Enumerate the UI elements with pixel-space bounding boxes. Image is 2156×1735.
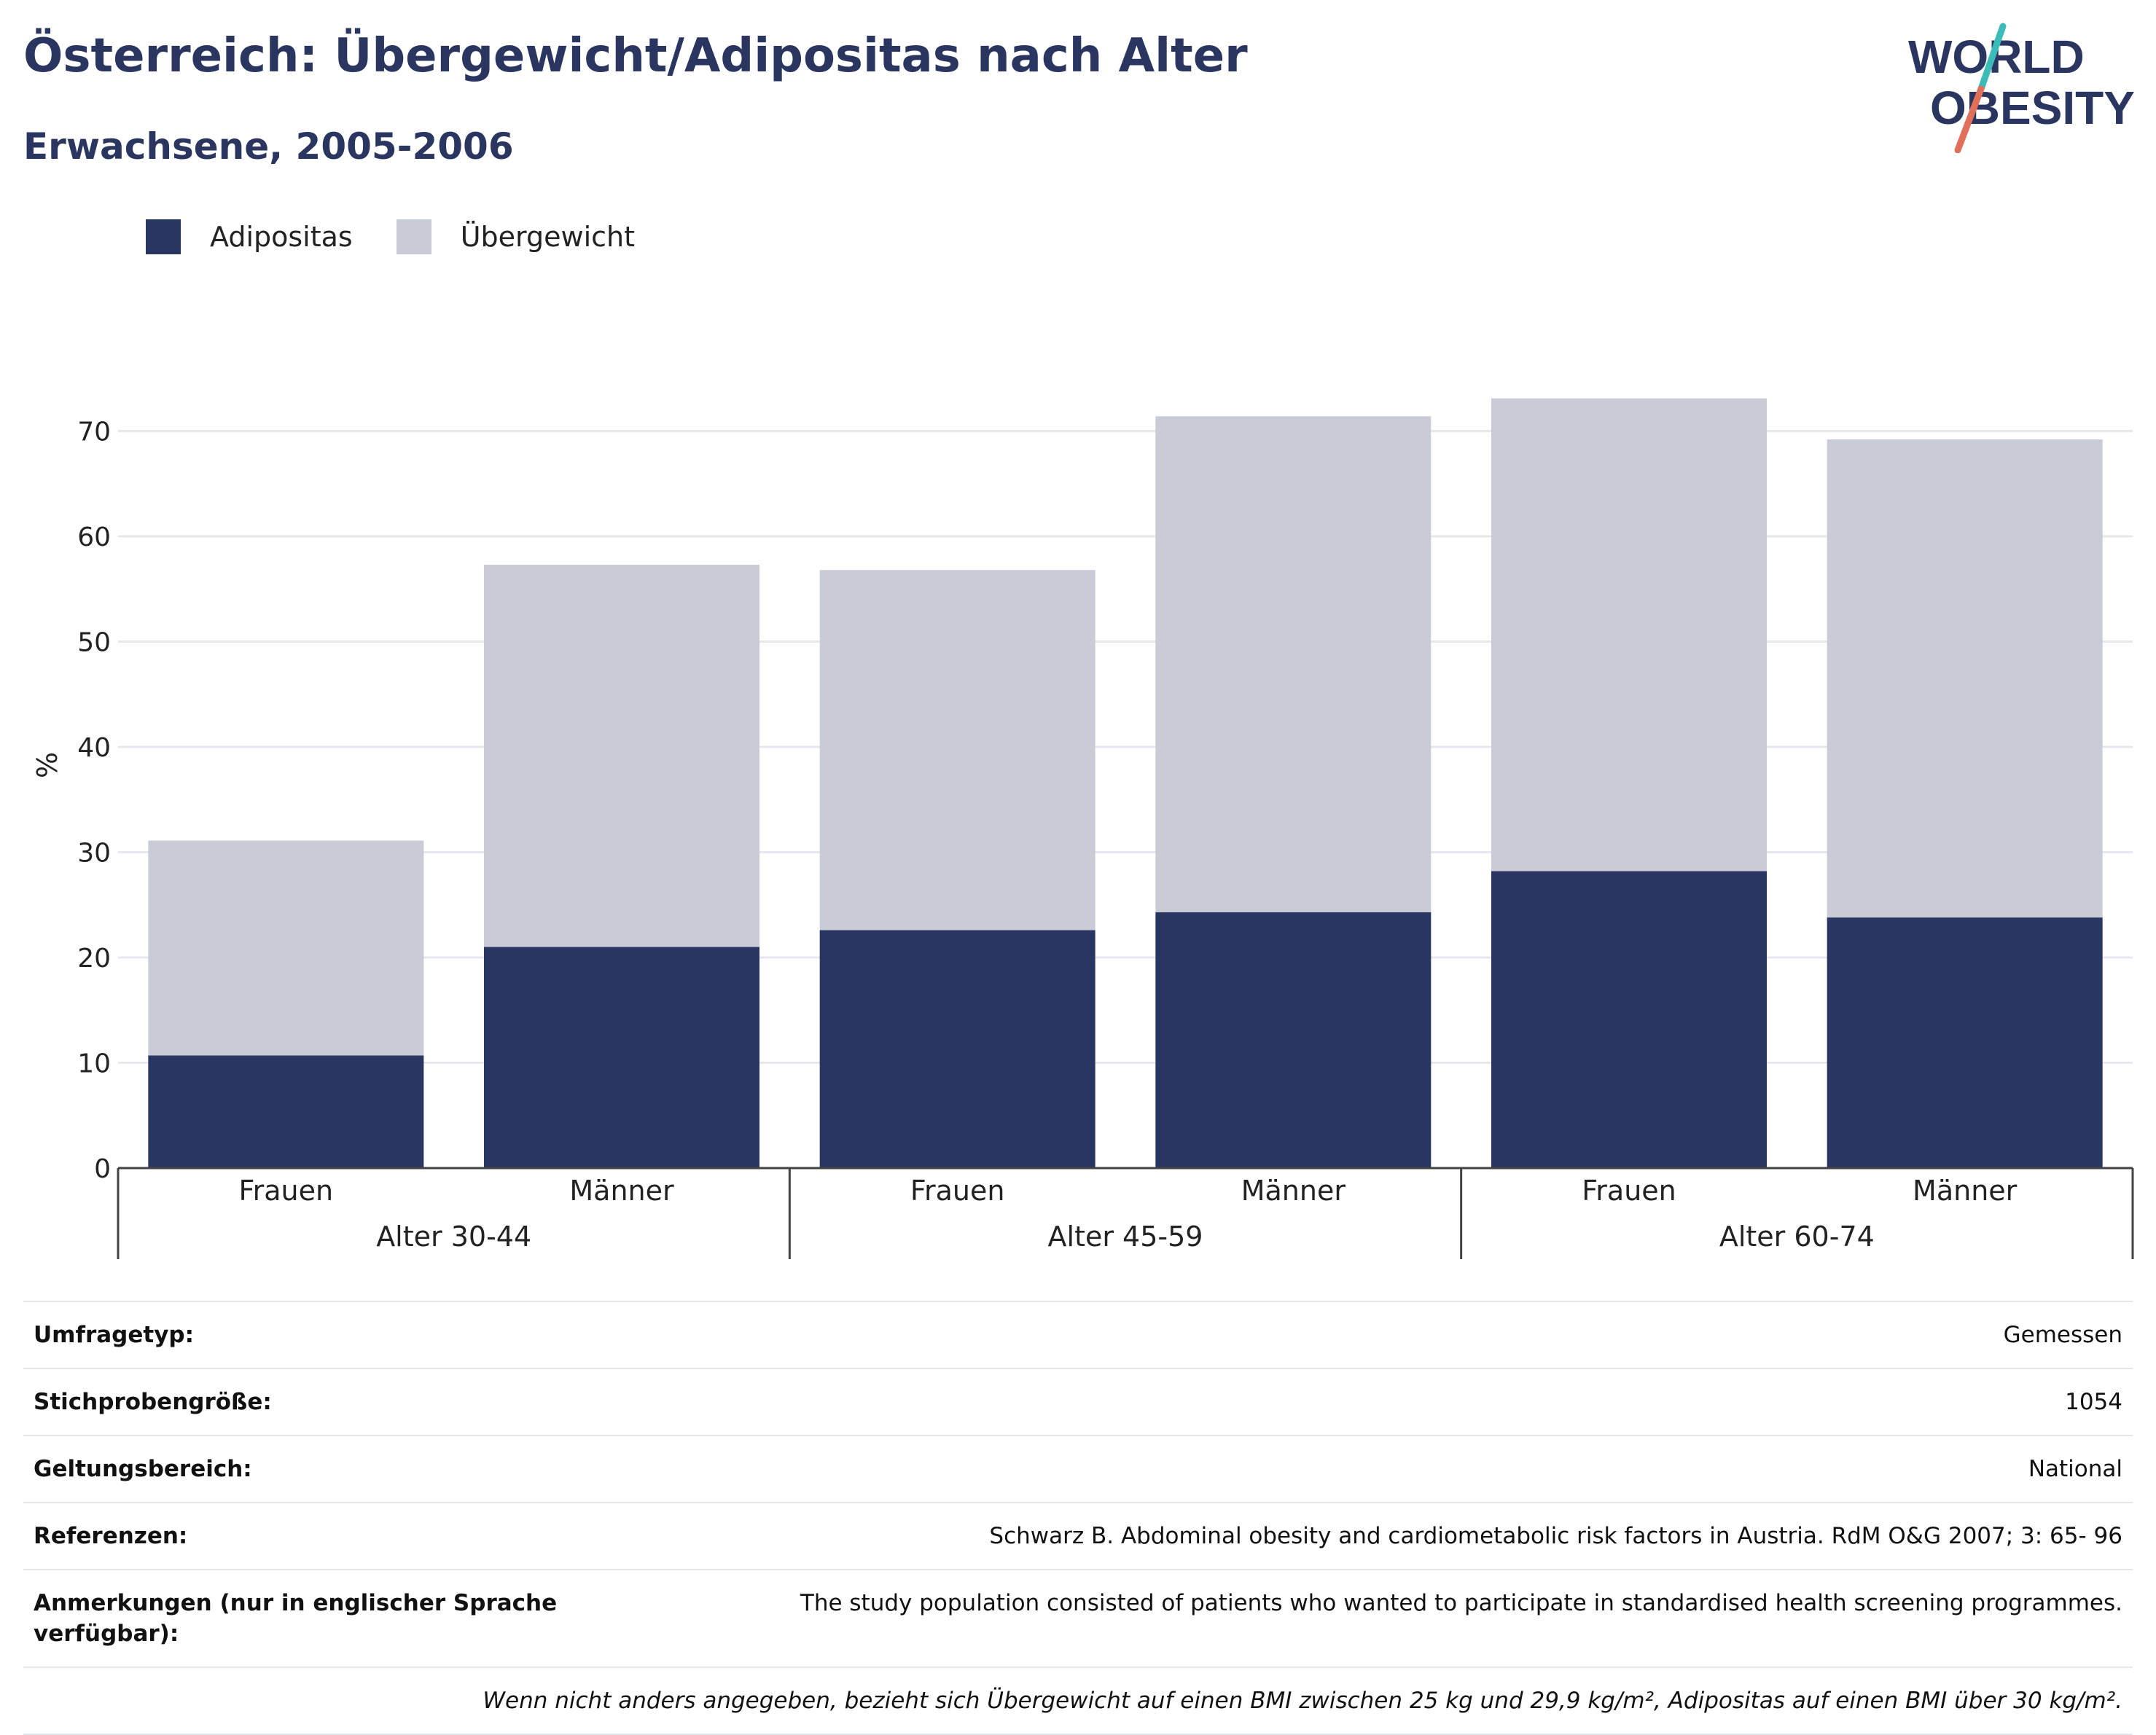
info-row-references: Referenzen: Schwarz B. Abdominal obesity… <box>23 1502 2133 1569</box>
stacked-bar-chart: 0 10 20 30 40 50 60 70% Frauen Männer Frauen Männer… <box>31 398 2134 1259</box>
adipositas-bar <box>819 930 1095 1168</box>
category-label: Männer <box>1241 1175 1346 1207</box>
logo-slash-top <box>1977 23 2007 93</box>
legend-swatch-adipositas <box>146 219 181 254</box>
info-row-notes: Anmerkungen (nur in englischer Sprache v… <box>23 1569 2133 1667</box>
info-key: Geltungsbereich: <box>34 1456 252 1482</box>
chart-title: Österreich: Übergewicht/Adipositas nach … <box>23 29 1248 83</box>
logo-slash-bottom <box>1954 85 1985 153</box>
y-tick-label: 60 <box>77 522 111 552</box>
uebergewicht-bar <box>1827 439 2103 918</box>
y-tick-label: 30 <box>77 839 111 869</box>
y-tick-label: 10 <box>77 1049 111 1079</box>
group-label: Alter 60-74 <box>1719 1221 1875 1253</box>
y-tick-label: 70 <box>77 418 111 447</box>
info-row-coverage: Geltungsbereich: National <box>23 1435 2133 1502</box>
info-key: Umfragetyp: <box>34 1322 194 1348</box>
group-label: Alter 30-44 <box>376 1221 531 1253</box>
uebergewicht-bar <box>484 565 759 947</box>
adipositas-bar <box>1491 871 1767 1168</box>
adipositas-bar <box>148 1055 424 1168</box>
adipositas-bar <box>1827 917 2103 1168</box>
group-label: Alter 45-59 <box>1048 1221 1203 1253</box>
uebergewicht-bar <box>819 570 1095 931</box>
adipositas-bar <box>1155 912 1432 1168</box>
info-value: Gemessen <box>2003 1322 2122 1348</box>
uebergewicht-bar <box>1491 398 1767 872</box>
uebergewicht-bar <box>1155 416 1432 912</box>
adipositas-bar <box>484 947 759 1168</box>
category-label: Frauen <box>239 1175 334 1207</box>
category-label: Männer <box>1913 1175 2018 1207</box>
legend-item-adipositas[interactable]: Adipositas <box>146 219 353 254</box>
y-tick-label: 50 <box>77 628 111 658</box>
legend-label-adipositas: Adipositas <box>210 221 353 253</box>
info-key: Anmerkungen (nur in englischer Sprache v… <box>34 1590 558 1647</box>
info-row-survey-type: Umfragetyp: Gemessen <box>23 1301 2133 1368</box>
category-label: Männer <box>569 1175 674 1207</box>
chart-subtitle: Erwachsene, 2005-2006 <box>23 125 514 168</box>
y-tick-label: 20 <box>77 944 111 974</box>
info-value: National <box>2028 1456 2122 1482</box>
category-label: Frauen <box>910 1175 1005 1207</box>
uebergewicht-bar <box>148 840 424 1056</box>
info-table: Umfragetyp: Gemessen Stichprobengröße: 1… <box>23 1301 2133 1735</box>
y-axis-label: % <box>31 752 63 778</box>
category-label: Frauen <box>1582 1175 1676 1207</box>
info-value: 1054 <box>2065 1389 2122 1415</box>
legend-label-uebergewicht: Übergewicht <box>460 221 635 253</box>
y-tick-label: 0 <box>94 1154 111 1184</box>
info-key: Stichprobengröße: <box>34 1389 272 1415</box>
legend: Adipositas Übergewicht <box>146 215 679 259</box>
y-tick-label: 40 <box>77 733 111 763</box>
world-obesity-logo: WORLD OBESITY <box>1908 23 2135 153</box>
legend-swatch-uebergewicht <box>396 219 431 254</box>
info-value: The study population consisted of patien… <box>800 1590 2122 1616</box>
info-value: Schwarz B. Abdominal obesity and cardiom… <box>989 1523 2122 1549</box>
bmi-definition-note: Wenn nicht anders angegeben, bezieht sic… <box>23 1667 2133 1735</box>
info-row-sample-size: Stichprobengröße: 1054 <box>23 1368 2133 1435</box>
info-key: Referenzen: <box>34 1523 188 1549</box>
legend-item-uebergewicht[interactable]: Übergewicht <box>396 219 635 254</box>
